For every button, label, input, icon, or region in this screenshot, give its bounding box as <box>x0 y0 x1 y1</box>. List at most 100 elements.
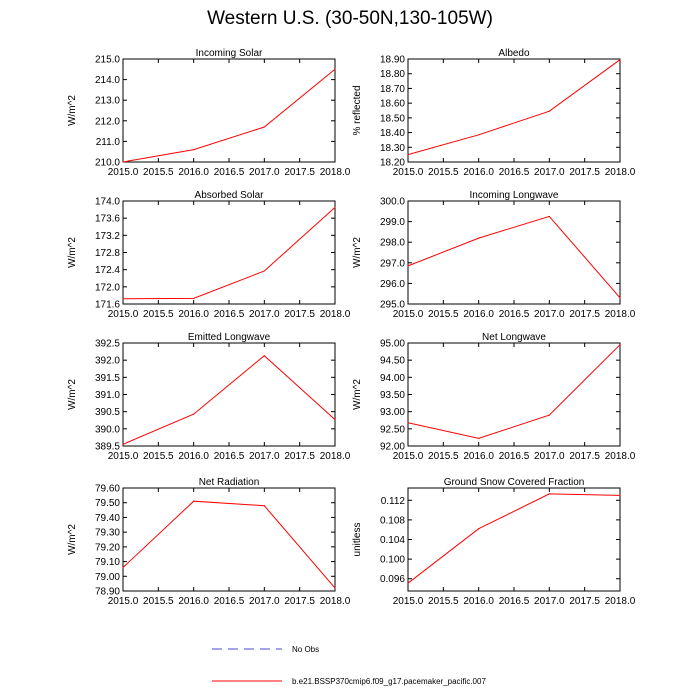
data-point <box>122 161 124 163</box>
y-tick-label: 389.5 <box>95 442 120 453</box>
y-axis-label: % reflected <box>352 85 363 135</box>
data-point <box>548 110 550 112</box>
x-tick-label: 2017.0 <box>534 167 565 178</box>
x-tick-label: 2017.5 <box>284 309 315 320</box>
x-tick-label: 2015.0 <box>393 451 424 462</box>
y-axis-label: W/m^2 <box>67 524 78 555</box>
x-tick-label: 2018.0 <box>320 309 351 320</box>
panel-4: Emitted Longwave W/m^2 389.5 390.0 390.5 391.… <box>67 332 351 462</box>
x-tick-label: 2018.0 <box>320 451 351 462</box>
y-tick-label: 18.70 <box>380 84 405 95</box>
x-tick-label: 2015.5 <box>143 167 174 178</box>
legend-obs-label: No Obs <box>292 645 320 654</box>
x-tick-label: 2017.5 <box>284 167 315 178</box>
data-point <box>122 298 124 300</box>
data-point <box>407 154 409 156</box>
data-point <box>334 68 336 70</box>
y-tick-label: 210.0 <box>95 158 120 169</box>
data-point <box>407 582 409 584</box>
x-tick-label: 2018.0 <box>605 309 636 320</box>
x-tick-label: 2017.5 <box>569 451 600 462</box>
x-tick-label: 2017.5 <box>284 596 315 607</box>
x-tick-label: 2017.0 <box>534 451 565 462</box>
data-point <box>619 297 621 299</box>
x-tick-label: 2016.0 <box>178 596 209 607</box>
y-tick-label: 295.0 <box>380 300 405 311</box>
data-point <box>122 443 124 445</box>
plot-frame <box>407 200 621 305</box>
y-tick-label: 79.30 <box>95 528 120 539</box>
data-point <box>334 587 336 589</box>
data-point <box>407 422 409 424</box>
y-tick-label: 390.5 <box>95 407 120 418</box>
panel-title: Incoming Longwave <box>470 190 559 201</box>
y-tick-label: 18.80 <box>380 69 405 80</box>
y-axis-label: W/m^2 <box>67 237 78 268</box>
x-tick-label: 2018.0 <box>605 451 636 462</box>
x-tick-label: 2017.0 <box>534 309 565 320</box>
y-tick-label: 215.0 <box>95 55 120 66</box>
y-axis-label: W/m^2 <box>67 95 78 126</box>
y-tick-label: 299.0 <box>380 217 405 228</box>
data-point <box>407 265 409 267</box>
plot-frame <box>122 200 336 305</box>
x-tick-label: 2017.5 <box>284 451 315 462</box>
data-point <box>263 270 265 272</box>
x-tick-label: 2016.0 <box>463 167 494 178</box>
x-tick-label: 2015.0 <box>108 167 139 178</box>
x-tick-label: 2017.5 <box>569 309 600 320</box>
data-point <box>619 494 621 496</box>
plot-frame <box>407 58 621 163</box>
y-tick-label: 0.108 <box>380 515 405 526</box>
y-tick-label: 172.0 <box>95 282 120 293</box>
y-tick-label: 297.0 <box>380 258 405 269</box>
y-tick-label: 300.0 <box>380 197 405 208</box>
x-tick-label: 2016.5 <box>499 167 530 178</box>
y-tick-label: 214.0 <box>95 75 120 86</box>
x-tick-label: 2016.5 <box>214 309 245 320</box>
y-tick-label: 93.00 <box>380 407 405 418</box>
y-tick-label: 392.5 <box>95 339 120 350</box>
y-tick-label: 391.0 <box>95 390 120 401</box>
data-point <box>193 500 195 502</box>
series-line <box>407 59 621 156</box>
data-point <box>334 206 336 209</box>
x-tick-label: 2016.5 <box>214 596 245 607</box>
y-tick-label: 391.5 <box>95 373 120 384</box>
panel-title: Absorbed Solar <box>195 190 265 201</box>
plot-frame <box>407 342 621 447</box>
y-tick-label: 79.40 <box>95 513 120 524</box>
x-tick-label: 2018.0 <box>605 167 636 178</box>
x-tick-label: 2017.0 <box>249 167 280 178</box>
x-tick-label: 2016.0 <box>463 309 494 320</box>
panel-2: Absorbed Solar W/m^2 171.6 172.0 172.4 172.8 1… <box>67 190 351 320</box>
y-tick-label: 78.90 <box>95 587 120 598</box>
data-point <box>548 493 550 495</box>
x-tick-label: 2018.0 <box>605 596 636 607</box>
x-tick-label: 2015.0 <box>108 451 139 462</box>
panel-title: Albedo <box>498 48 530 59</box>
panel-3: Incoming Longwave W/m^2 295.0 296.0 297.0 298… <box>352 190 636 320</box>
y-tick-label: 171.6 <box>95 300 120 311</box>
x-tick-label: 2016.0 <box>463 451 494 462</box>
y-tick-label: 95.00 <box>380 339 405 350</box>
y-tick-label: 173.2 <box>95 231 120 242</box>
y-axis-label: W/m^2 <box>352 379 363 410</box>
series-line <box>122 500 336 589</box>
data-point <box>548 414 550 416</box>
x-tick-label: 2017.0 <box>534 596 565 607</box>
x-tick-label: 2018.0 <box>320 167 351 178</box>
x-tick-label: 2015.5 <box>428 167 459 178</box>
x-tick-label: 2015.0 <box>393 167 424 178</box>
panel-7: Ground Snow Covered Fraction unitless 0.09… <box>352 477 636 607</box>
x-tick-label: 2016.5 <box>499 596 530 607</box>
y-axis-label: unitless <box>352 523 363 557</box>
plot-frame <box>122 58 336 163</box>
y-tick-label: 174.0 <box>95 197 120 208</box>
x-tick-label: 2015.5 <box>143 309 174 320</box>
data-point <box>334 418 336 421</box>
y-tick-label: 92.00 <box>380 442 405 453</box>
y-tick-label: 18.90 <box>380 55 405 66</box>
